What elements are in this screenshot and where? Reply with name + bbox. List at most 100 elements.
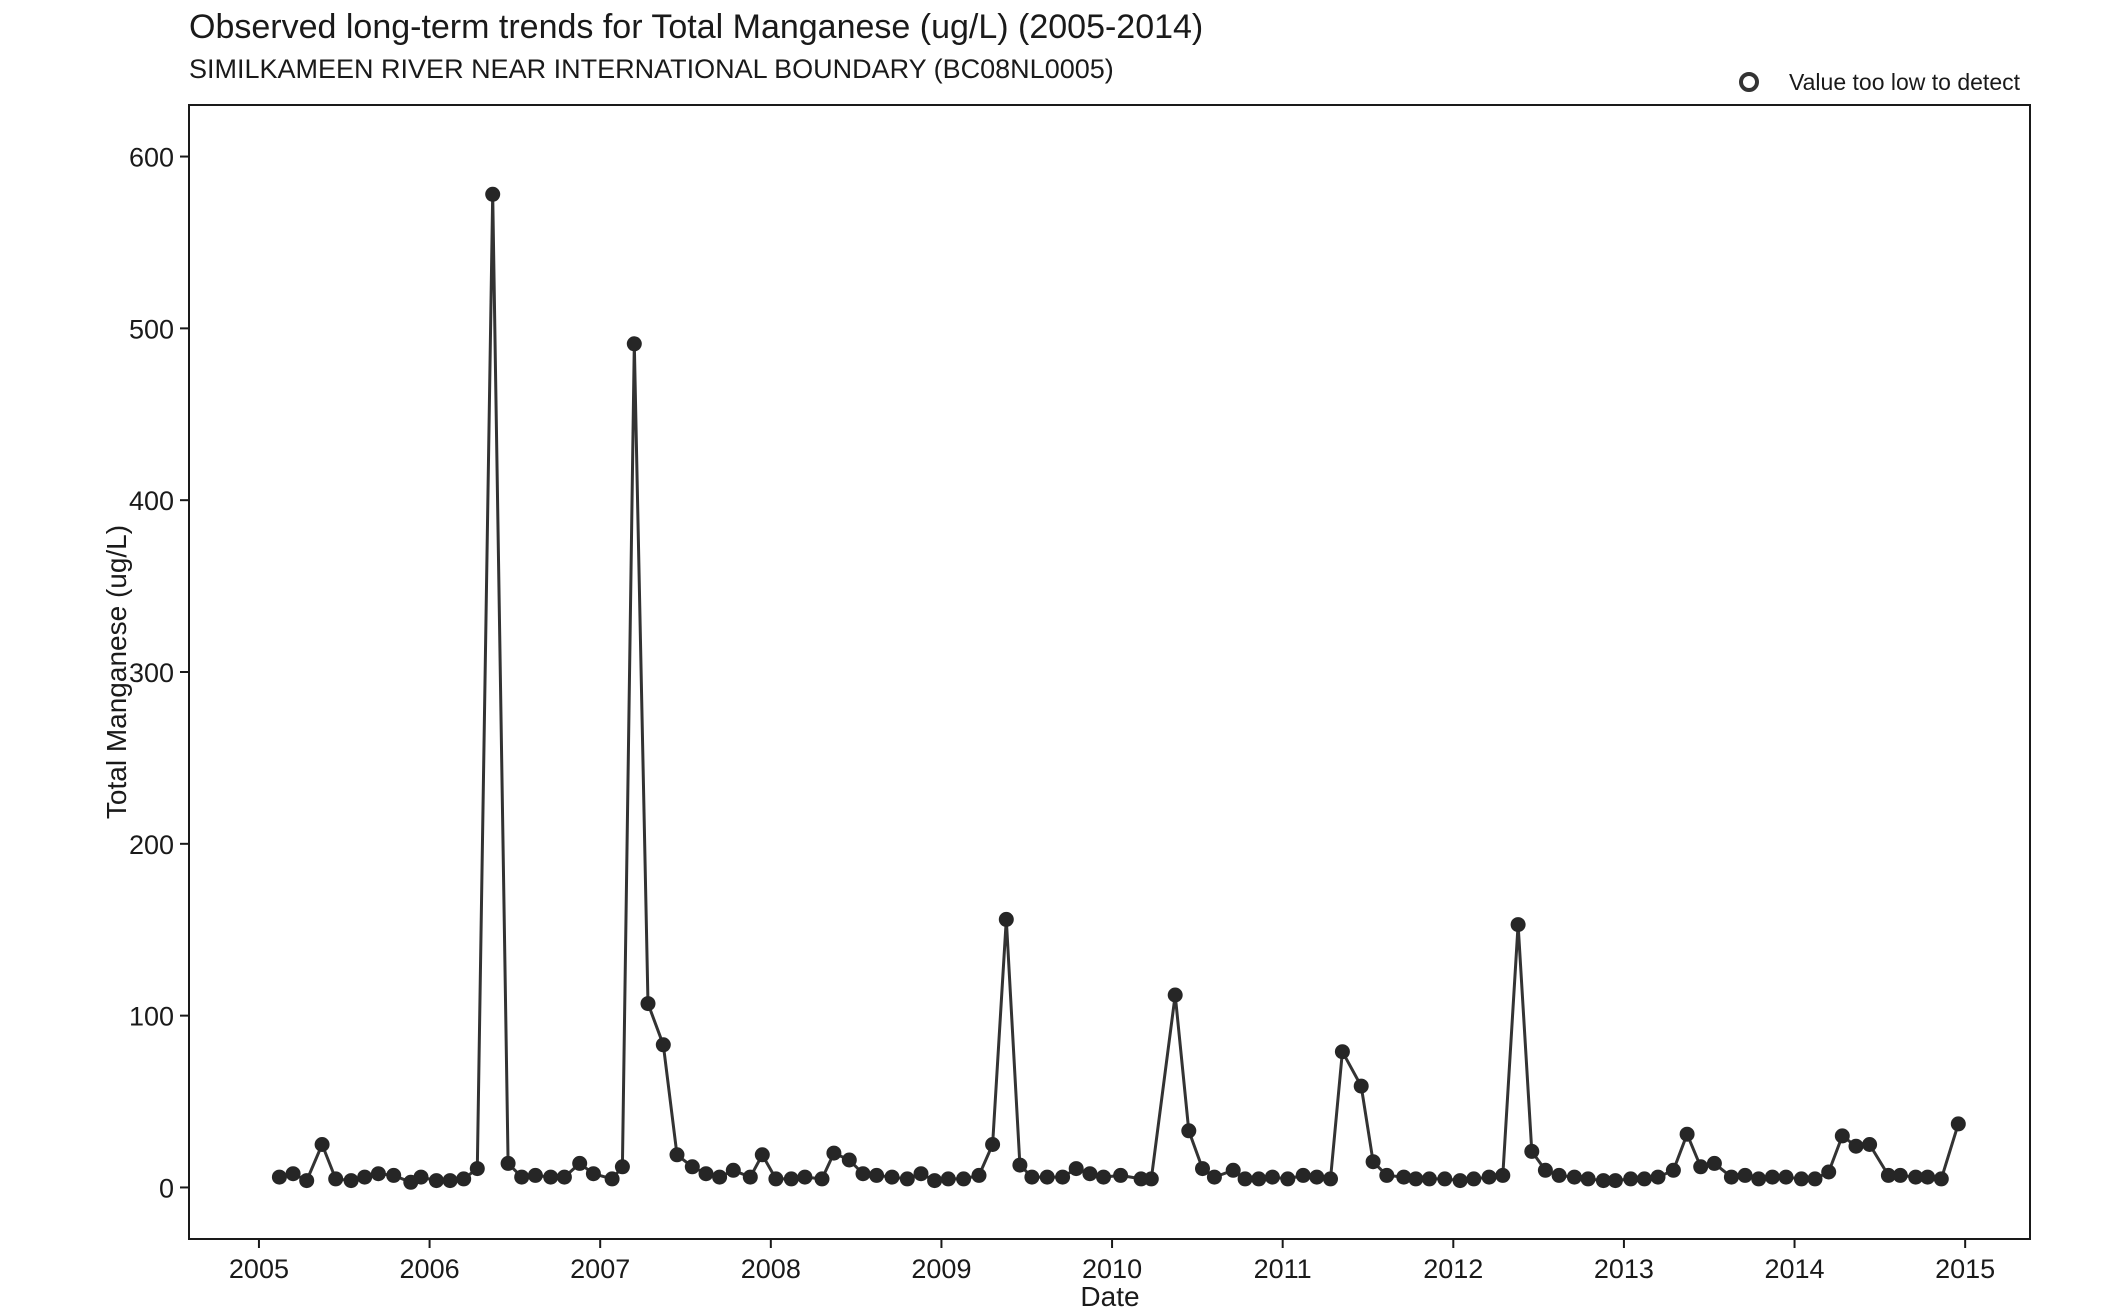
data-point — [370, 1166, 386, 1182]
data-point — [669, 1147, 685, 1163]
data-point — [1068, 1161, 1084, 1177]
data-point — [1933, 1171, 1949, 1187]
data-point — [1225, 1162, 1241, 1178]
data-point — [640, 996, 656, 1012]
data-point — [971, 1167, 987, 1183]
data-point — [343, 1173, 359, 1189]
data-point — [1679, 1126, 1695, 1142]
data-point — [698, 1166, 714, 1182]
data-point — [913, 1166, 929, 1182]
data-point — [1908, 1169, 1924, 1185]
data-point — [500, 1155, 516, 1171]
data-point — [1892, 1167, 1908, 1183]
data-point — [1379, 1167, 1395, 1183]
data-point — [572, 1155, 588, 1171]
data-point — [1437, 1171, 1453, 1187]
x-tick-label: 2014 — [1765, 1254, 1825, 1284]
data-point — [1880, 1167, 1896, 1183]
chart-title: Observed long-term trends for Total Mang… — [189, 8, 1204, 46]
data-point — [1280, 1171, 1296, 1187]
data-point — [1481, 1169, 1497, 1185]
data-point — [1723, 1169, 1739, 1185]
legend-open-circle-marker — [1739, 72, 1759, 92]
data-point — [1082, 1166, 1098, 1182]
data-point — [1264, 1169, 1280, 1185]
data-point — [1737, 1167, 1753, 1183]
data-point — [1950, 1116, 1966, 1132]
data-point — [1848, 1138, 1864, 1154]
data-point — [1636, 1171, 1652, 1187]
data-point — [754, 1147, 770, 1163]
data-point — [1237, 1171, 1253, 1187]
data-point — [386, 1167, 402, 1183]
data-point — [1334, 1044, 1350, 1060]
data-point — [768, 1171, 784, 1187]
data-point — [797, 1169, 813, 1185]
x-tick-label: 2007 — [570, 1254, 630, 1284]
data-point — [1096, 1169, 1111, 1185]
series-points — [271, 186, 1966, 1190]
plot-panel-border — [188, 104, 2031, 1240]
data-point — [1778, 1169, 1794, 1185]
data-point — [328, 1171, 344, 1187]
data-point — [1408, 1171, 1424, 1187]
legend: Value too low to detect — [1739, 69, 2021, 95]
y-tick-label: 500 — [129, 314, 174, 344]
data-point — [783, 1171, 799, 1187]
x-tick-label: 2010 — [1082, 1254, 1142, 1284]
data-point — [1650, 1169, 1666, 1185]
data-point — [655, 1037, 671, 1053]
data-point — [1024, 1169, 1040, 1185]
y-tick-label: 600 — [129, 143, 174, 173]
data-point — [1566, 1169, 1582, 1185]
data-point — [1665, 1162, 1681, 1178]
data-point — [1353, 1078, 1369, 1094]
data-point — [1595, 1173, 1611, 1189]
data-point — [1751, 1171, 1767, 1187]
x-tick-label: 2006 — [400, 1254, 460, 1284]
data-point — [514, 1169, 530, 1185]
data-point — [456, 1171, 472, 1187]
data-point — [1167, 987, 1183, 1003]
x-tick-label: 2013 — [1594, 1254, 1654, 1284]
data-point — [1039, 1169, 1055, 1185]
data-point — [1452, 1173, 1468, 1189]
data-point — [1365, 1154, 1381, 1170]
data-point — [927, 1173, 943, 1189]
data-point — [428, 1173, 444, 1189]
data-point — [271, 1169, 287, 1185]
data-point — [1821, 1164, 1837, 1180]
data-point — [855, 1166, 871, 1182]
data-point — [1195, 1161, 1210, 1177]
x-tick-label: 2012 — [1423, 1254, 1483, 1284]
data-point — [1693, 1159, 1709, 1175]
data-point — [869, 1167, 885, 1183]
x-tick-label: 2009 — [911, 1254, 971, 1284]
data-point — [1920, 1169, 1936, 1185]
x-tick-label: 2008 — [741, 1254, 801, 1284]
data-point — [442, 1173, 458, 1189]
data-point — [1323, 1171, 1338, 1187]
data-point — [1206, 1169, 1222, 1185]
data-point — [1807, 1171, 1823, 1187]
data-point — [314, 1137, 330, 1152]
data-point — [1706, 1155, 1722, 1171]
series-line — [279, 192, 1960, 1184]
data-point — [1495, 1167, 1511, 1183]
data-point — [285, 1166, 301, 1182]
x-axis: 2005 2006 2007 2008 2009 2010 2011 2012 2013 2014… — [229, 1239, 1995, 1284]
data-point — [998, 911, 1014, 927]
data-point — [1580, 1171, 1596, 1187]
legend-label: Value too low to detect — [1789, 69, 2021, 95]
data-point — [899, 1171, 915, 1187]
data-point — [684, 1159, 700, 1175]
data-point — [826, 1145, 842, 1161]
data-point — [626, 336, 642, 352]
data-point — [1012, 1157, 1028, 1173]
data-point — [604, 1171, 620, 1187]
data-point — [1143, 1171, 1159, 1187]
data-point — [1396, 1169, 1412, 1185]
chart-subtitle: SIMILKAMEEN RIVER NEAR INTERNATIONAL BOU… — [189, 54, 1114, 84]
data-point — [485, 186, 501, 202]
data-point — [841, 1152, 857, 1168]
